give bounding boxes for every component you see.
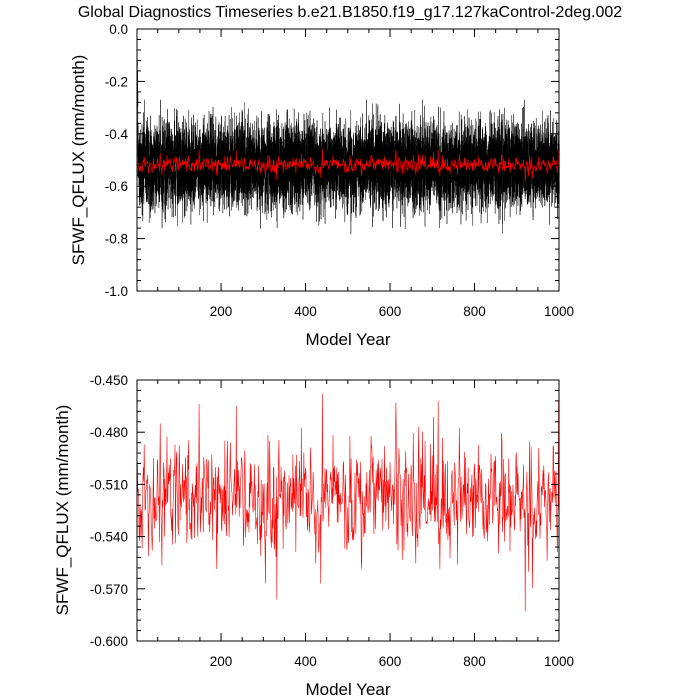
top-y-tick-label: -1.0 (105, 284, 128, 299)
bottom-y-axis-label: SFWF_QFLUX (mm/month) (53, 405, 72, 616)
top-x-tick-label: 400 (294, 304, 317, 319)
bottom-x-tick-label: 600 (379, 654, 402, 669)
top-monthly-series-line (136, 28, 560, 235)
top-ticks-group: 200 400 600 800 1000 0.0 -0.2 -0.4 -0.6 -0.8 -1.0 (105, 22, 574, 319)
bottom-series-group (136, 393, 560, 612)
bottom-x-tick-label: 200 (210, 654, 233, 669)
figure-title: Global Diagnostics Timeseries b.e21.B185… (78, 4, 622, 21)
bottom-y-tick-label: -0.570 (90, 582, 128, 597)
top-annual-mean-series-line (136, 148, 560, 183)
bottom-x-axis-label: Model Year (305, 680, 390, 699)
top-x-tick-label: 1000 (544, 304, 574, 319)
top-y-tick-label: 0.0 (109, 22, 128, 37)
top-plot-frame (136, 28, 560, 292)
top-y-tick-label: -0.8 (105, 232, 128, 247)
bottom-y-tick-label: -0.450 (90, 373, 128, 388)
bottom-x-tick-label: 800 (463, 654, 486, 669)
top-panel: 200 400 600 800 10000.0-0.2-0.4-0.6-0.8-1.0 … (69, 22, 574, 349)
bottom-ticks-group: 200 400 600 800 1000 -0.450 -0.480 -0.510 -0.540… (90, 373, 574, 669)
bottom-y-tick-label: -0.600 (90, 634, 128, 649)
bottom-x-tick-label: 1000 (544, 654, 574, 669)
top-x-tick-label: 200 (210, 304, 233, 319)
bottom-panel: 200 400 600 800 1000 -0.450 -0.480 -0.510 -0.540… (53, 373, 574, 699)
bottom-y-tick-label: -0.510 (90, 477, 128, 492)
top-y-tick-label: -0.6 (105, 179, 128, 194)
bottom-plot-frame (136, 379, 560, 642)
top-y-axis-label: SFWF_QFLUX (mm/month) (69, 55, 88, 266)
bottom-y-tick-label: -0.480 (90, 425, 128, 440)
bottom-annual-mean-series-line (136, 393, 560, 612)
top-series-group (136, 28, 560, 235)
top-x-tick-label: 600 (379, 304, 402, 319)
top-y-tick-label: -0.4 (105, 127, 129, 142)
top-x-axis-label: Model Year (305, 330, 390, 349)
top-y-tick-label: -0.2 (105, 74, 128, 89)
top-x-tick-label: 800 (463, 304, 486, 319)
bottom-x-tick-label: 400 (294, 654, 317, 669)
bottom-y-tick-label: -0.540 (90, 530, 128, 545)
